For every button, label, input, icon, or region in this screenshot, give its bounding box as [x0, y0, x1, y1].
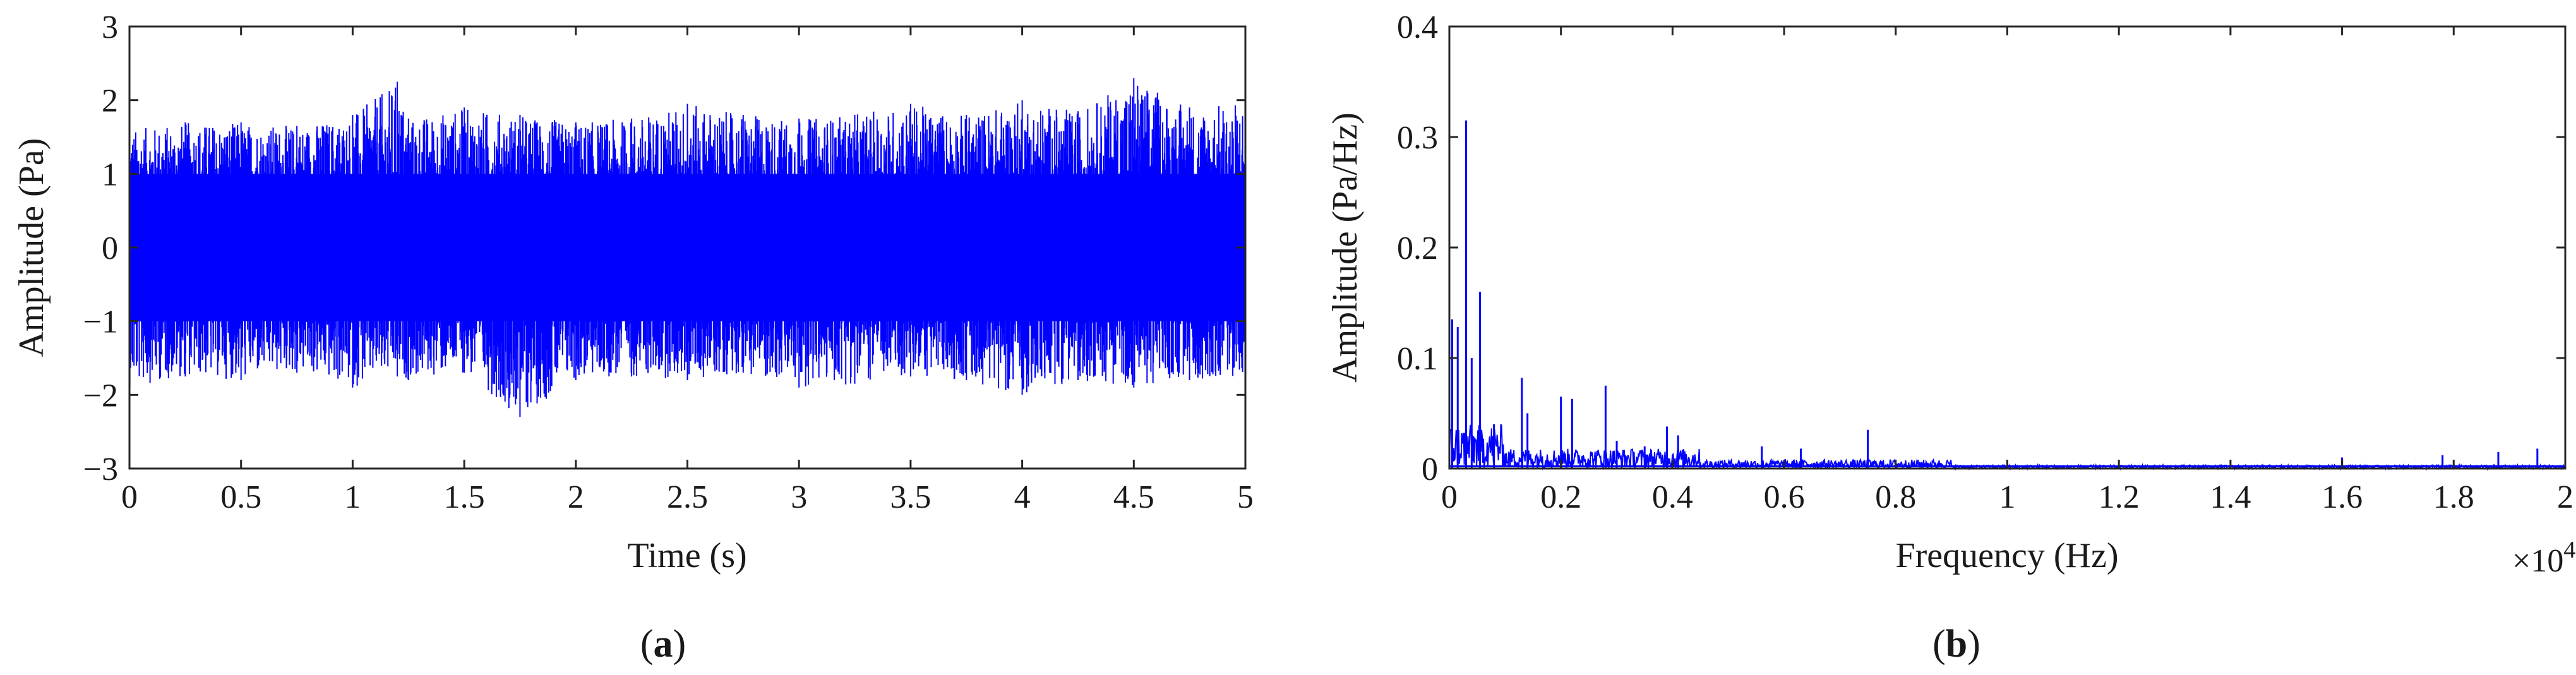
panel-b-x-multiplier: ×104 [2512, 537, 2575, 579]
panel-b-x-multiplier-exponent: 4 [2563, 537, 2575, 563]
panel-b-x-tick-label: 0.8 [1875, 479, 1916, 515]
panel-a-x-tick-label: 1.5 [444, 479, 485, 515]
panel-a-x-tick-label: 5 [1237, 479, 1254, 515]
panel-a-y-axis-label: Amplitude (Pa) [12, 138, 51, 357]
panel-b-y-tick-label: 0.1 [1397, 341, 1438, 377]
panel-b-caption: (b) [1932, 623, 1980, 666]
panel-a-y-tick-label: 3 [102, 9, 118, 45]
panel-a-x-tick-label: 2.5 [667, 479, 708, 515]
panel-b-y-tick-label: 0 [1422, 451, 1438, 487]
panel-a-x-tick-label: 4.5 [1113, 479, 1154, 515]
panel-b-y-ticks: 0 0.1 0.2 0.3 0.4 [1397, 9, 2565, 487]
panel-b-frequency-spectrum: 0 0.2 0.4 0.6 0.8 1 1.2 1.4 1.6 1.8 2 0 0.1 0.2 0.3 0.… [1326, 9, 2575, 666]
panel-b-x-tick-label: 2 [2557, 479, 2573, 515]
panel-a-time-signal: 0 0.5 1 1.5 2 2.5 3 3.5 4 4.5 5 −3 −2 −1 0 1 2 3 Time (s… [12, 9, 1254, 666]
panel-a-y-ticks: −3 −2 −1 0 1 2 3 [83, 9, 1245, 487]
panel-a-caption: (a) [640, 623, 686, 666]
panel-a-x-tick-label: 1 [344, 479, 361, 515]
panel-b-x-tick-label: 1 [1999, 479, 2016, 515]
panel-a-caption-letter: a [654, 623, 673, 666]
panel-a-y-tick-label: 1 [102, 157, 118, 193]
panel-b-x-tick-label: 0 [1441, 479, 1458, 515]
panel-a-y-tick-label: −1 [83, 304, 118, 340]
panel-b-x-tick-label: 0.4 [1652, 479, 1693, 515]
panel-b-y-axis-label: Amplitude (Pa/Hz) [1326, 112, 1365, 383]
panel-a-x-tick-label: 3 [791, 479, 807, 515]
panel-b-caption-letter: b [1946, 623, 1967, 666]
panel-a-x-tick-label: 0.5 [220, 479, 261, 515]
panel-a-y-tick-label: 0 [102, 230, 118, 266]
panel-b-y-tick-label: 0.4 [1397, 9, 1438, 45]
panel-a-x-ticks: 0 0.5 1 1.5 2 2.5 3 3.5 4 4.5 5 [121, 27, 1254, 515]
panel-b-x-ticks: 0 0.2 0.4 0.6 0.8 1 1.2 1.4 1.6 1.8 2 [1441, 27, 2573, 515]
panel-b-x-tick-label: 0.6 [1764, 479, 1805, 515]
panel-b-x-tick-label: 1.4 [2210, 479, 2251, 515]
panel-a-x-tick-label: 3.5 [890, 479, 931, 515]
panel-a-y-tick-label: 2 [102, 83, 118, 119]
panel-b-y-tick-label: 0.2 [1397, 230, 1438, 266]
panel-b-y-tick-label: 0.3 [1397, 120, 1438, 156]
panel-a-x-tick-label: 0 [121, 479, 138, 515]
panel-a-x-tick-label: 2 [568, 479, 584, 515]
panel-a-x-tick-label: 4 [1014, 479, 1031, 515]
panel-b-x-multiplier-base: ×10 [2512, 543, 2563, 579]
panel-a-x-axis-label: Time (s) [627, 536, 746, 575]
panel-a-y-tick-label: −3 [83, 451, 118, 487]
panel-b-plot-frame [1448, 25, 2567, 470]
panel-a-y-tick-label: −2 [83, 378, 118, 414]
panel-b-x-axis-label: Frequency (Hz) [1896, 536, 2119, 575]
panel-b-x-tick-label: 1.2 [2099, 479, 2140, 515]
panel-b-x-tick-label: 1.8 [2433, 479, 2474, 515]
panel-a-signal-line [129, 78, 1246, 417]
panel-b-x-tick-label: 1.6 [2321, 479, 2363, 515]
panel-b-x-tick-label: 0.2 [1540, 479, 1581, 515]
panel-a-series-group [129, 78, 1246, 417]
